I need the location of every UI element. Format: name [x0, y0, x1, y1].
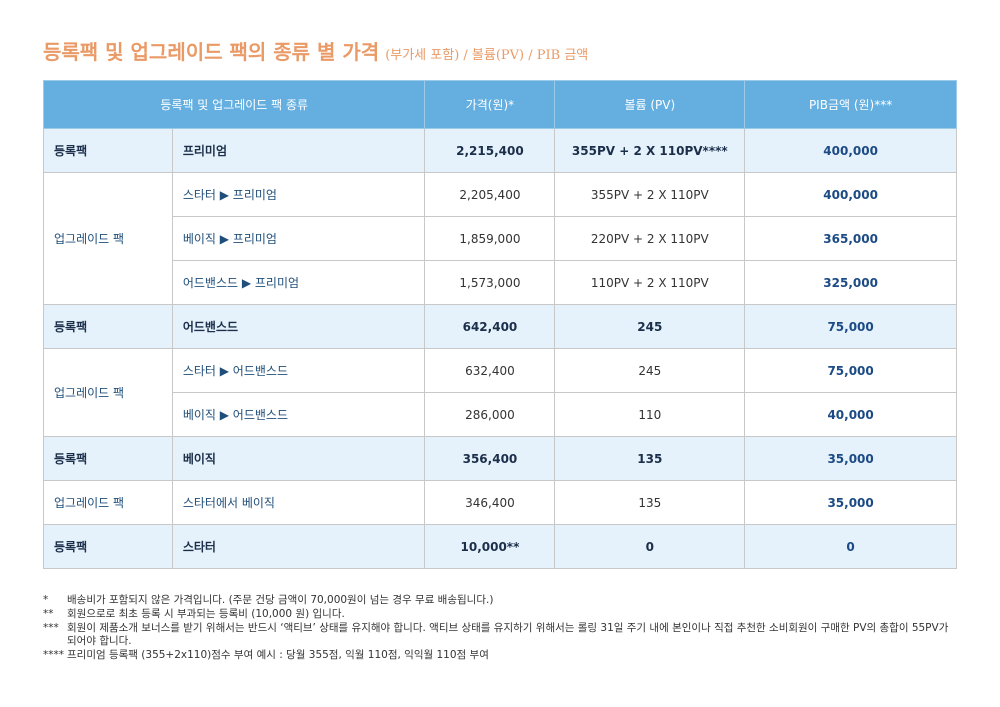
pack-name: 어드밴스드: [171, 304, 426, 349]
pack-name: 베이직: [171, 436, 426, 481]
table-row: 업그레이드 팩 스타터 ▶ 프리미엄 2,205,400 355PV + 2 X 11…: [43, 172, 957, 305]
pib-amount: 0: [744, 524, 957, 569]
table-row: 등록팩 프리미엄 2,215,400 355PV + 2 X 110PV**** 400…: [43, 128, 957, 173]
pib-amount: 75,000: [744, 304, 957, 349]
table-row: 업그레이드 팩 스타터 ▶ 어드밴스드 632,400 245 75,000: [43, 348, 957, 437]
volume: 110: [554, 392, 746, 437]
pack-type: 등록팩: [43, 436, 173, 481]
volume: 110PV + 2 X 110PV: [554, 260, 746, 305]
pack-type: 등록팩: [43, 128, 173, 173]
pib-amount: 400,000: [744, 128, 957, 173]
price-table: 등록팩 및 업그레이드 팩 종류 가격(원)* 볼륨 (PV) PIB금액 (원)**…: [42, 80, 957, 569]
footnote-text: 회원이 제품소개 보너스를 받기 위해서는 반드시 ‘액티브’ 상태를 유지해야…: [67, 622, 949, 647]
price: 642,400: [424, 304, 556, 349]
pib-amount: 35,000: [744, 480, 957, 525]
pack-type: 등록팩: [43, 304, 173, 349]
price: 1,573,000: [424, 260, 556, 305]
pack-name: 스타터: [171, 524, 426, 569]
table-row: 업그레이드 팩 스타터에서 베이직 346,400 135 35,000: [43, 480, 957, 525]
footnote-text: 배송비가 포함되지 않은 가격입니다. (주문 건당 금액이 70,000원이 …: [67, 594, 494, 606]
pib-amount: 35,000: [744, 436, 957, 481]
price: 286,000: [424, 392, 556, 437]
volume: 245: [554, 348, 746, 393]
table-row: 등록팩 스타터 10,000** 0 0: [43, 524, 957, 569]
pack-name: 베이직 ▶ 어드밴스드: [171, 392, 426, 437]
header-row: 등록팩 및 업그레이드 팩 종류 가격(원)* 볼륨 (PV) PIB금액 (원)**…: [42, 80, 957, 129]
volume: 355PV + 2 X 110PV****: [554, 128, 746, 173]
price: 2,205,400: [424, 172, 556, 217]
footnote-marker: ***: [43, 622, 59, 634]
footnotes: * 배송비가 포함되지 않은 가격입니다. (주문 건당 금액이 70,000원이…: [43, 594, 958, 663]
footnote-marker: ****: [43, 649, 64, 661]
table-row: 어드밴스드 ▶ 프리미엄 1,573,000 110PV + 2 X 110PV 32…: [44, 260, 957, 305]
column-header: PIB금액 (원)***: [744, 80, 957, 129]
volume: 245: [554, 304, 746, 349]
table-row: 베이직 ▶ 프리미엄 1,859,000 220PV + 2 X 110PV 365,…: [44, 216, 957, 261]
pack-type: 등록팩: [43, 524, 173, 569]
volume: 135: [554, 480, 746, 525]
pib-amount: 40,000: [744, 392, 957, 437]
pack-type: 업그레이드 팩: [43, 348, 173, 437]
title-block: 등록팩 및 업그레이드 팩의 종류 별 가격 (부가세 포함) / 볼륨(PV) …: [43, 36, 588, 65]
pack-name: 스타터 ▶ 프리미엄: [171, 172, 426, 217]
pack-name: 스타터에서 베이직: [171, 480, 426, 525]
volume: 0: [554, 524, 746, 569]
volume: 355PV + 2 X 110PV: [554, 172, 746, 217]
table-body: 등록팩 프리미엄 2,215,400 355PV + 2 X 110PV**** 400…: [43, 128, 957, 569]
volume: 135: [554, 436, 746, 481]
footnote: * 배송비가 포함되지 않은 가격입니다. (주문 건당 금액이 70,000원이…: [43, 594, 958, 607]
price: 356,400: [424, 436, 556, 481]
price: 632,400: [424, 348, 556, 393]
pack-name: 베이직 ▶ 프리미엄: [171, 216, 426, 261]
pib-amount: 75,000: [744, 348, 957, 393]
pib-amount: 325,000: [744, 260, 957, 305]
subtitle: (부가세 포함) / 볼륨(PV) / PIB 금액: [385, 48, 589, 63]
pib-amount: 365,000: [744, 216, 957, 261]
volume: 220PV + 2 X 110PV: [554, 216, 746, 261]
price: 10,000**: [424, 524, 556, 569]
table-row: 베이직 ▶ 어드밴스드 286,000 110 40,000: [44, 392, 957, 437]
price: 2,215,400: [424, 128, 556, 173]
price: 346,400: [424, 480, 556, 525]
pack-name: 스타터 ▶ 어드밴스드: [171, 348, 426, 393]
footnote-text: 프리미엄 등록팩 (355+2x110)점수 부여 예시 : 당월 355점, …: [67, 649, 489, 661]
title: 등록팩 및 업그레이드 팩의 종류 별 가격: [43, 40, 380, 64]
pib-amount: 400,000: [744, 172, 957, 217]
pack-name: 어드밴스드 ▶ 프리미엄: [171, 260, 426, 305]
footnote: *** 회원이 제품소개 보너스를 받기 위해서는 반드시 ‘액티브’ 상태를 유…: [43, 622, 958, 648]
footnote-text: 회원으로로 최초 등록 시 부과되는 등록비 (10,000 원) 입니다.: [67, 608, 345, 620]
footnote-marker: **: [43, 608, 54, 620]
price: 1,859,000: [424, 216, 556, 261]
pack-type: 업그레이드 팩: [43, 172, 173, 305]
table-row: 등록팩 어드밴스드 642,400 245 75,000: [43, 304, 957, 349]
pack-type: 업그레이드 팩: [43, 480, 173, 525]
footnote: **** 프리미엄 등록팩 (355+2x110)점수 부여 예시 : 당월 35…: [43, 649, 958, 662]
column-header: 볼륨 (PV): [554, 80, 746, 129]
footnote: ** 회원으로로 최초 등록 시 부과되는 등록비 (10,000 원) 입니다.: [43, 608, 958, 621]
table-row: 등록팩 베이직 356,400 135 35,000: [43, 436, 957, 481]
column-header: 등록팩 및 업그레이드 팩 종류: [42, 80, 426, 129]
footnote-marker: *: [43, 594, 49, 606]
column-header: 가격(원)*: [424, 80, 556, 129]
pack-name: 프리미엄: [171, 128, 426, 173]
